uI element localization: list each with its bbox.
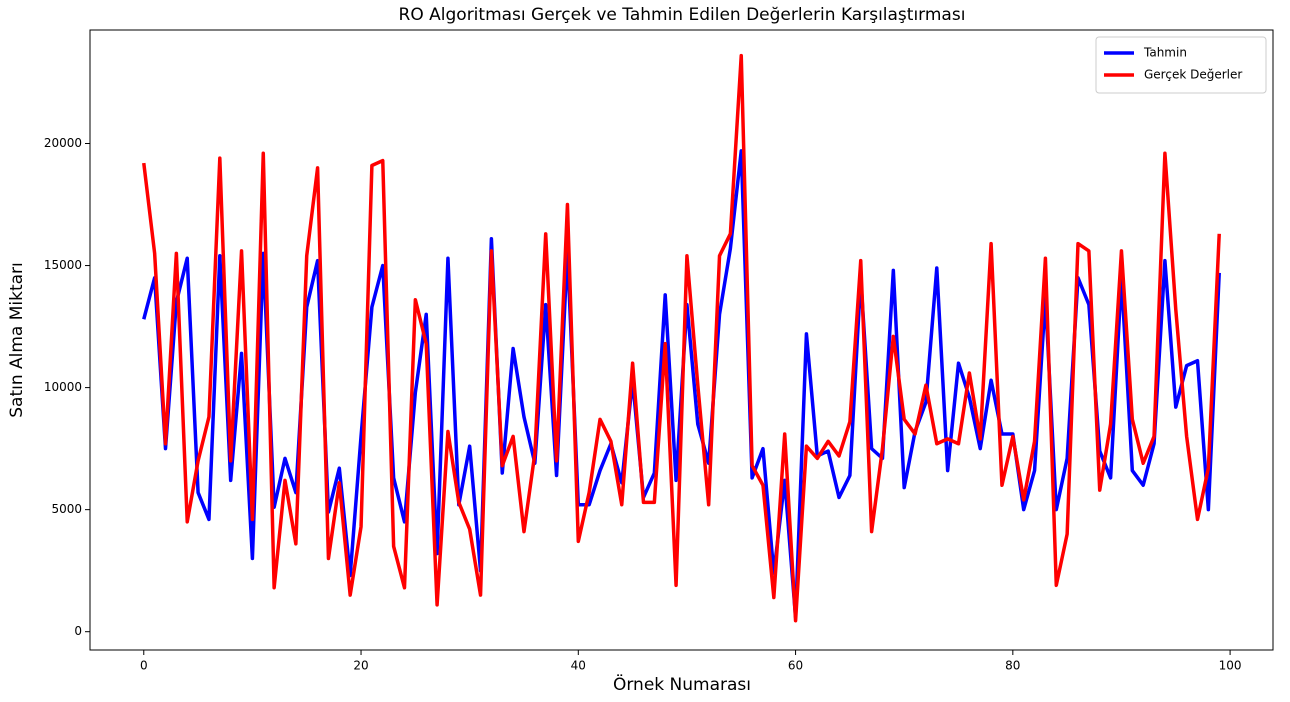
x-tick-label: 40	[571, 659, 586, 673]
x-tick-label: 20	[353, 659, 368, 673]
x-tick-label: 80	[1005, 659, 1020, 673]
legend-box	[1095, 36, 1267, 94]
y-tick-label: 0	[74, 624, 82, 638]
x-tick-label: 60	[788, 659, 803, 673]
plot-frame	[89, 29, 1274, 651]
x-axis-label: Örnek Numarası	[613, 673, 751, 695]
x-tick-label: 0	[140, 659, 148, 673]
legend-label: Tahmin	[1143, 46, 1187, 60]
legend-label: Gerçek Değerler	[1144, 68, 1242, 82]
chart-title: RO Algoritması Gerçek ve Tahmin Edilen D…	[399, 5, 966, 25]
y-tick-label: 15000	[44, 258, 82, 272]
series-line	[142, 53, 1221, 623]
y-tick-label: 20000	[44, 136, 82, 150]
y-tick-label: 5000	[51, 502, 82, 516]
y-tick-label: 10000	[44, 380, 82, 394]
y-axis-label: Satın Alma Miktarı	[7, 262, 27, 418]
x-tick-label: 100	[1219, 659, 1242, 673]
